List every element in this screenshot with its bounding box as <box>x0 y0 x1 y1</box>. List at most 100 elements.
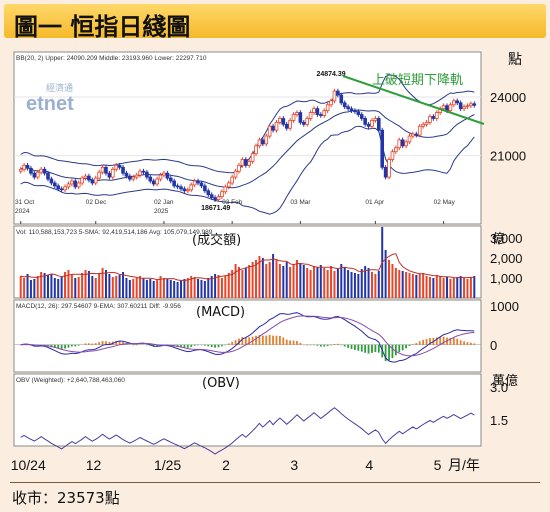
candle-body <box>291 114 296 121</box>
macd-histogram-bar <box>360 344 363 352</box>
macd-histogram-bar <box>81 344 83 345</box>
candle-body <box>213 197 217 200</box>
macd-histogram-bar <box>435 337 438 345</box>
macd-indicator-label: MACD(12, 26): 297.54607 9-EMA: 307.60211… <box>16 303 181 310</box>
volume-bar <box>289 267 292 298</box>
price-x-tick-label: 02 May <box>434 199 456 206</box>
macd-histogram-bar <box>336 343 339 345</box>
volume-indicator-label: Vol: 110,588,153,723 5-SMA: 92,419,514,1… <box>16 229 213 236</box>
volume-bar <box>36 276 39 298</box>
candle-body <box>250 153 255 162</box>
volume-bar <box>43 273 46 298</box>
volume-bar <box>70 274 73 298</box>
candle-body <box>56 185 61 190</box>
macd-histogram-bar <box>84 343 87 345</box>
candle-body <box>110 168 115 178</box>
candle-body <box>134 174 139 178</box>
volume-bar <box>98 273 101 298</box>
volume-ma-line <box>20 253 475 281</box>
volume-bar <box>394 268 397 298</box>
candle-body <box>192 180 197 186</box>
candle-body <box>458 102 463 110</box>
volume-bar <box>139 276 142 298</box>
volume-bar <box>244 268 247 298</box>
volume-bar <box>316 267 319 298</box>
candle-body <box>387 159 391 178</box>
volume-bar <box>435 275 438 298</box>
candle-body <box>274 121 279 131</box>
down-trendline <box>342 75 485 125</box>
macd-histogram-bar <box>323 344 326 347</box>
candle-body <box>336 90 340 96</box>
volume-bar <box>128 280 131 298</box>
macd-histogram-bar <box>408 344 411 347</box>
macd-histogram-bar <box>91 343 94 345</box>
candle-body <box>25 164 30 169</box>
volume-bar <box>145 280 148 298</box>
candle-body <box>243 159 248 166</box>
candle-body <box>342 102 347 108</box>
candle-body <box>315 108 320 115</box>
macd-histogram-bar <box>425 339 428 345</box>
volume-bar <box>309 270 312 298</box>
macd-histogram-bar <box>193 344 196 346</box>
volume-bar <box>391 264 394 298</box>
candle-body <box>472 103 477 106</box>
candle-body <box>353 110 357 113</box>
macd-histogram-bar <box>221 344 223 347</box>
volume-bar <box>122 272 125 298</box>
volume-bar <box>364 266 367 298</box>
macd-histogram-bar <box>176 344 179 348</box>
macd-histogram-bar <box>231 341 234 345</box>
macd-histogram-bar <box>374 344 377 352</box>
volume-bar <box>336 268 339 298</box>
volume-bar <box>456 277 459 298</box>
volume-bar <box>217 275 220 298</box>
volume-bar <box>449 279 452 298</box>
candle-body <box>329 100 333 106</box>
macd-histogram-bar <box>19 344 22 346</box>
volume-bar <box>398 270 401 298</box>
candle-body <box>199 182 204 187</box>
macd-histogram-bar <box>139 344 141 346</box>
macd-histogram-bar <box>296 340 298 345</box>
macd-histogram-bar <box>340 344 343 346</box>
candle-body <box>128 175 132 180</box>
volume-bar <box>173 281 176 298</box>
volume-bar <box>115 276 118 298</box>
candle-body <box>107 172 112 178</box>
macd-tick-label: 0 <box>490 338 497 353</box>
volume-bar <box>169 280 172 298</box>
volume-bar <box>370 272 373 298</box>
volume-bar <box>425 276 428 298</box>
macd-histogram-bar <box>241 337 244 345</box>
candle-body <box>411 133 415 137</box>
macd-histogram-bar <box>227 343 230 345</box>
candle-body <box>281 118 286 125</box>
candle-body <box>49 178 54 184</box>
volume-bar <box>241 270 244 298</box>
macd-histogram-bar <box>145 344 148 346</box>
volume-bar <box>265 264 268 298</box>
candle-body <box>186 189 190 192</box>
macd-histogram-bar <box>289 340 292 345</box>
macd-signal-line <box>20 315 475 357</box>
macd-histogram-bar <box>452 337 455 345</box>
candle-body <box>145 171 149 178</box>
macd-histogram-bar <box>60 344 63 349</box>
volume-bar <box>384 250 387 298</box>
macd-histogram-bar <box>77 344 80 346</box>
macd-histogram-bar <box>282 337 285 345</box>
candle-body <box>46 172 50 180</box>
candle-body <box>267 125 272 137</box>
volume-tick-label: 2,000 <box>490 251 523 266</box>
candle-body <box>196 180 200 184</box>
macd-line <box>20 312 475 363</box>
candle-body <box>377 118 381 131</box>
bottom-x-label: 12 <box>86 457 102 473</box>
candle-body <box>124 172 129 177</box>
volume-bar <box>186 278 189 298</box>
volume-bar <box>408 273 411 298</box>
bottom-x-label: 2 <box>222 457 230 473</box>
macd-histogram-bar <box>64 344 66 349</box>
